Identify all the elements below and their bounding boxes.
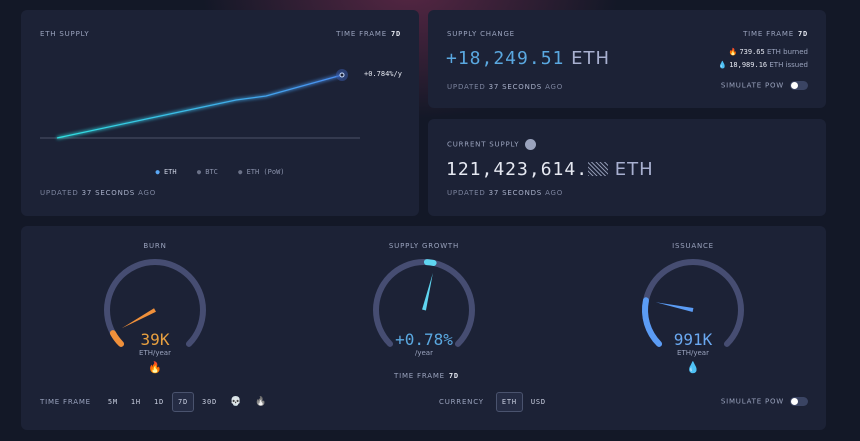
time-frame-value: 7d: [390, 30, 401, 38]
gauge-needle: [121, 308, 156, 329]
gauge-title: ISSUANCE: [672, 242, 714, 250]
merge-fire-icon[interactable]: 🔥: [255, 397, 268, 407]
end-point: [339, 72, 345, 78]
updated-text: UPDATED 37 SECONDS AGO: [40, 189, 157, 197]
gauge-title: BURN: [143, 242, 167, 250]
supply-change-value: +18,249.51 ETH: [446, 48, 611, 69]
gauge-track: [104, 259, 206, 347]
time-frame: TIME FRAME 7d: [336, 30, 401, 38]
gauge-value: 991K: [673, 330, 713, 349]
skull-icon[interactable]: 💀: [230, 397, 243, 407]
gauge-value: +0.78%: [395, 330, 453, 349]
gauge-needle: [422, 273, 433, 311]
gauge-unit: ETH/year: [677, 349, 709, 357]
droplet-icon: 💧: [686, 361, 700, 374]
gauge-title: SUPPLY GROWTH: [388, 242, 460, 250]
chart-legend: ● ETH ● BTC ● ETH (PoW): [21, 168, 419, 176]
gauge-unit: /year: [415, 349, 433, 357]
current-supply-card: CURRENT SUPPLY 121,423,614. ETH UPDATED …: [428, 119, 826, 216]
updated-text: UPDATED 37 SECONDS AGO: [447, 189, 564, 197]
growth-time-frame: TIME FRAME 7d: [394, 372, 459, 380]
current-supply-title: CURRENT SUPPLY: [447, 139, 537, 150]
scrambled-decimals: [588, 162, 609, 176]
simulate-pow: SIMULATE PoW: [721, 397, 808, 406]
updated-text: UPDATED 37 SECONDS AGO: [447, 83, 564, 91]
supply-change-card: SUPPLY CHANGE TIME FRAME 7d +18,249.51 ET…: [428, 10, 826, 108]
currency-usd[interactable]: USD: [530, 398, 546, 406]
simulate-pow-toggle[interactable]: [790, 81, 808, 90]
fire-icon: 🔥: [148, 361, 162, 374]
gauge-supply-growth: SUPPLY GROWTH +0.78% /year: [354, 226, 494, 361]
eth-supply-line: [56, 74, 343, 139]
currency-selector: CURRENCY ETH USD: [439, 392, 554, 412]
end-label: +0.784%/y: [364, 70, 402, 78]
fire-icon: 🔥: [728, 48, 738, 56]
time-frame-5m[interactable]: 5m: [107, 398, 118, 406]
time-frame-7d[interactable]: 7d: [171, 392, 195, 412]
current-supply-value: 121,423,614. ETH: [446, 159, 654, 180]
eth-supply-card: ETH SUPPLY TIME FRAME 7d +0.784%/y ● ETH …: [21, 10, 419, 216]
simulate-pow-toggle[interactable]: [790, 397, 808, 406]
gauge-needle: [655, 302, 694, 312]
supply-change-title: SUPPLY CHANGE: [447, 30, 515, 38]
time-frame-label: TIME FRAME: [336, 30, 387, 38]
gauges-svg: [104, 259, 744, 347]
time-frame-1h[interactable]: 1h: [130, 398, 141, 406]
gauges-card: BURN 39K ETH/year 🔥 SUPPLY GROWTH +0.78% …: [21, 226, 826, 430]
legend-eth[interactable]: ● ETH: [155, 168, 177, 176]
burned-row: 🔥 739.65 ETH burned: [728, 48, 809, 56]
gauge-issuance: ISSUANCE 991K ETH/year 💧: [623, 226, 763, 374]
eth-supply-title: ETH SUPPLY: [40, 30, 90, 38]
droplet-icon: 💧: [718, 61, 727, 69]
supply-chart: [40, 69, 360, 140]
issued-row: 💧 18,989.16 ETH issued: [718, 61, 808, 69]
gauge-fill: [642, 297, 663, 347]
nerd-face-icon: [525, 139, 537, 150]
time-frame: TIME FRAME 7d: [743, 30, 808, 38]
legend-eth-pow[interactable]: ● ETH (PoW): [238, 168, 285, 176]
gauge-unit: ETH/year: [139, 349, 171, 357]
gauge-value: 39K: [140, 330, 170, 349]
gauge-fill: [423, 259, 437, 266]
time-frame-selector: TIME FRAME 5m 1h 1d 7d 30d 💀 🔥: [40, 392, 275, 412]
time-frame-1d[interactable]: 1d: [153, 398, 164, 406]
simulate-pow: SIMULATE PoW: [721, 81, 808, 90]
currency-eth[interactable]: ETH: [495, 392, 523, 412]
gauge-burn: BURN 39K ETH/year 🔥: [85, 226, 225, 374]
gauge-fill: [109, 330, 125, 347]
time-frame-30d[interactable]: 30d: [202, 398, 218, 406]
legend-btc[interactable]: ● BTC: [196, 168, 218, 176]
